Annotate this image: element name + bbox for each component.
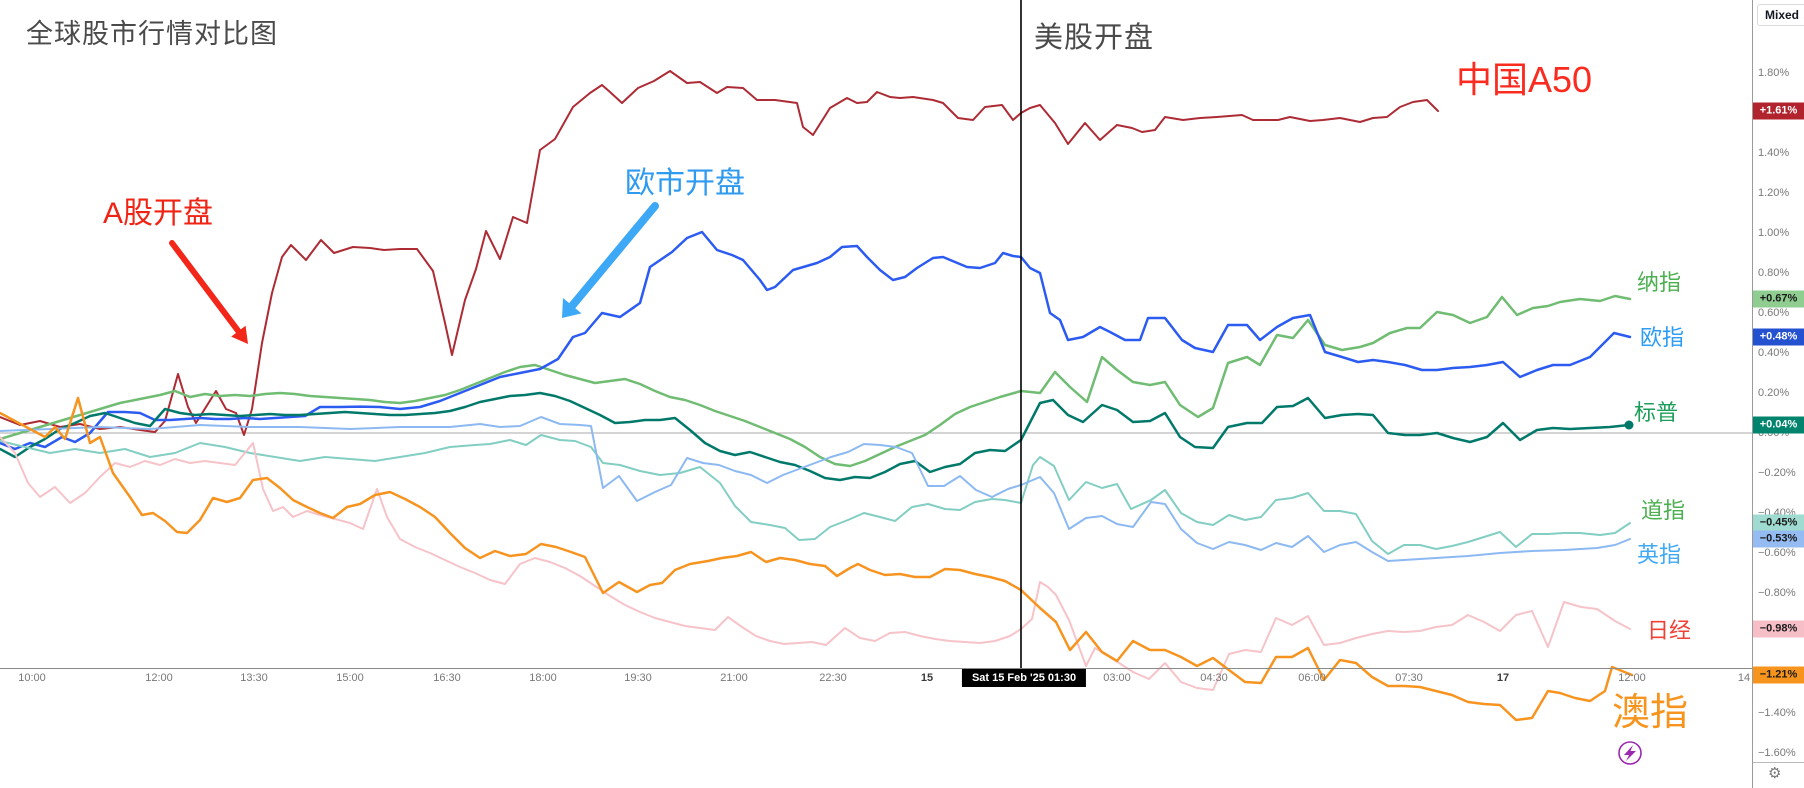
series-end-dot-sp [1624, 420, 1634, 430]
series-label-aussie: 澳指 [1612, 692, 1689, 734]
lightning-icon[interactable] [1618, 741, 1642, 765]
y-axis-tick: 0.20% [1758, 387, 1790, 399]
series-label-nikkei: 日经 [1647, 618, 1692, 643]
crosshair-time-badge: Sat 15 Feb '25 01:30 [961, 669, 1087, 687]
scale-mode-label: Mixed [1765, 8, 1800, 22]
x-axis-tick: 19:30 [624, 672, 652, 684]
x-axis-tick: 10:00 [18, 672, 46, 684]
y-axis-tick: −1.40% [1758, 707, 1796, 719]
us-open-annotation: 美股开盘 [1034, 22, 1155, 54]
price-badge-nikkei: −0.98% [1753, 620, 1804, 638]
gear-icon[interactable]: ⚙ [1768, 765, 1782, 782]
series-label-nasdaq: 纳指 [1637, 270, 1682, 295]
series-label-dow: 道指 [1641, 498, 1686, 523]
y-axis-tick: 1.00% [1758, 227, 1790, 239]
x-axis-tick: 14 [1737, 672, 1751, 684]
axis-corner-separator [1753, 762, 1804, 763]
x-axis-tick: 06:00 [1298, 672, 1326, 684]
y-axis-tick: 0.60% [1758, 307, 1790, 319]
series-label-a50: 中国A50 [1456, 59, 1593, 100]
x-axis-tick: 12:00 [1618, 672, 1646, 684]
x-axis-tick: 18:00 [529, 672, 557, 684]
arrow-a-share-open [169, 240, 242, 335]
y-axis-tick: −0.60% [1758, 547, 1796, 559]
y-axis-tick: −0.80% [1758, 587, 1796, 599]
price-badge-euro: +0.48% [1753, 328, 1804, 346]
price-badge-nasdaq: +0.67% [1753, 290, 1804, 308]
price-axis-separator [1752, 0, 1753, 788]
series-label-sp: 标普 [1634, 400, 1679, 425]
series-line-nikkei [0, 436, 1631, 691]
x-axis-tick: 17 [1496, 672, 1510, 684]
series-label-uk: 英指 [1637, 542, 1682, 567]
x-axis-tick: 22:30 [819, 672, 847, 684]
y-axis-tick: −0.20% [1758, 467, 1796, 479]
y-axis-tick: 1.40% [1758, 147, 1790, 159]
eu-open-annotation: 欧市开盘 [625, 167, 745, 200]
lightning-bolt-glyph [1624, 745, 1636, 761]
price-badge-uk: −0.53% [1753, 530, 1804, 548]
arrow-a-share-open-head [231, 325, 248, 344]
x-axis-tick: 21:00 [720, 672, 748, 684]
y-axis-tick: 1.80% [1758, 67, 1790, 79]
a-share-open-annotation: A股开盘 [103, 197, 214, 230]
scale-mode-dropdown[interactable]: Mixed⌄ [1757, 4, 1804, 26]
x-axis-tick: 15 [920, 672, 934, 684]
y-axis-tick: 1.20% [1758, 187, 1790, 199]
x-axis-tick: 16:30 [433, 672, 461, 684]
y-axis-tick: 0.80% [1758, 267, 1790, 279]
arrow-eu-open-head [562, 298, 582, 318]
series-line-sp [0, 391, 1631, 482]
arrow-eu-open [568, 202, 659, 310]
x-axis-tick: 04:30 [1200, 672, 1228, 684]
page-title: 全球股市行情对比图 [26, 19, 278, 49]
series-line-aussie [0, 396, 1634, 722]
series-line-dow [0, 434, 1631, 555]
price-badge-dow: −0.45% [1753, 514, 1804, 532]
x-axis-tick: 15:00 [336, 672, 364, 684]
price-badge-a50: +1.61% [1753, 102, 1804, 120]
series-label-euro: 欧指 [1640, 325, 1685, 350]
y-axis-tick: −1.60% [1758, 747, 1796, 759]
series-line-nasdaq [0, 294, 1632, 468]
x-axis-tick: 07:30 [1395, 672, 1423, 684]
x-axis-tick: 13:30 [240, 672, 268, 684]
time-axis-line [0, 668, 1752, 669]
x-axis-tick: 03:00 [1103, 672, 1131, 684]
series-line-a50 [0, 70, 1439, 436]
price-badge-sp: +0.04% [1753, 416, 1804, 434]
series-line-euro [0, 230, 1632, 451]
price-badge-aussie: −1.21% [1753, 666, 1804, 684]
y-axis-tick: 0.40% [1758, 347, 1790, 359]
x-axis-tick: 12:00 [145, 672, 173, 684]
series-line-uk [0, 416, 1631, 562]
chevron-down-icon: ⌄ [1802, 11, 1804, 21]
